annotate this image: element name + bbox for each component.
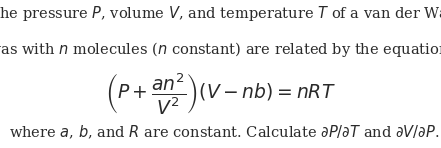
Text: $\left(P + \dfrac{an^2}{V^2}\right)(V - nb) = nRT$: $\left(P + \dfrac{an^2}{V^2}\right)(V - … — [105, 71, 336, 116]
Text: gas with $n$ molecules ($n$ constant) are related by the equation: gas with $n$ molecules ($n$ constant) ar… — [0, 40, 441, 59]
Text: where $a$, $b$, and $R$ are constant. Calculate $\partial P/\partial T$ and $\pa: where $a$, $b$, and $R$ are constant. Ca… — [9, 123, 439, 141]
Text: The pressure $P$, volume $V$, and temperature $T$ of a van der Waals: The pressure $P$, volume $V$, and temper… — [0, 4, 441, 23]
